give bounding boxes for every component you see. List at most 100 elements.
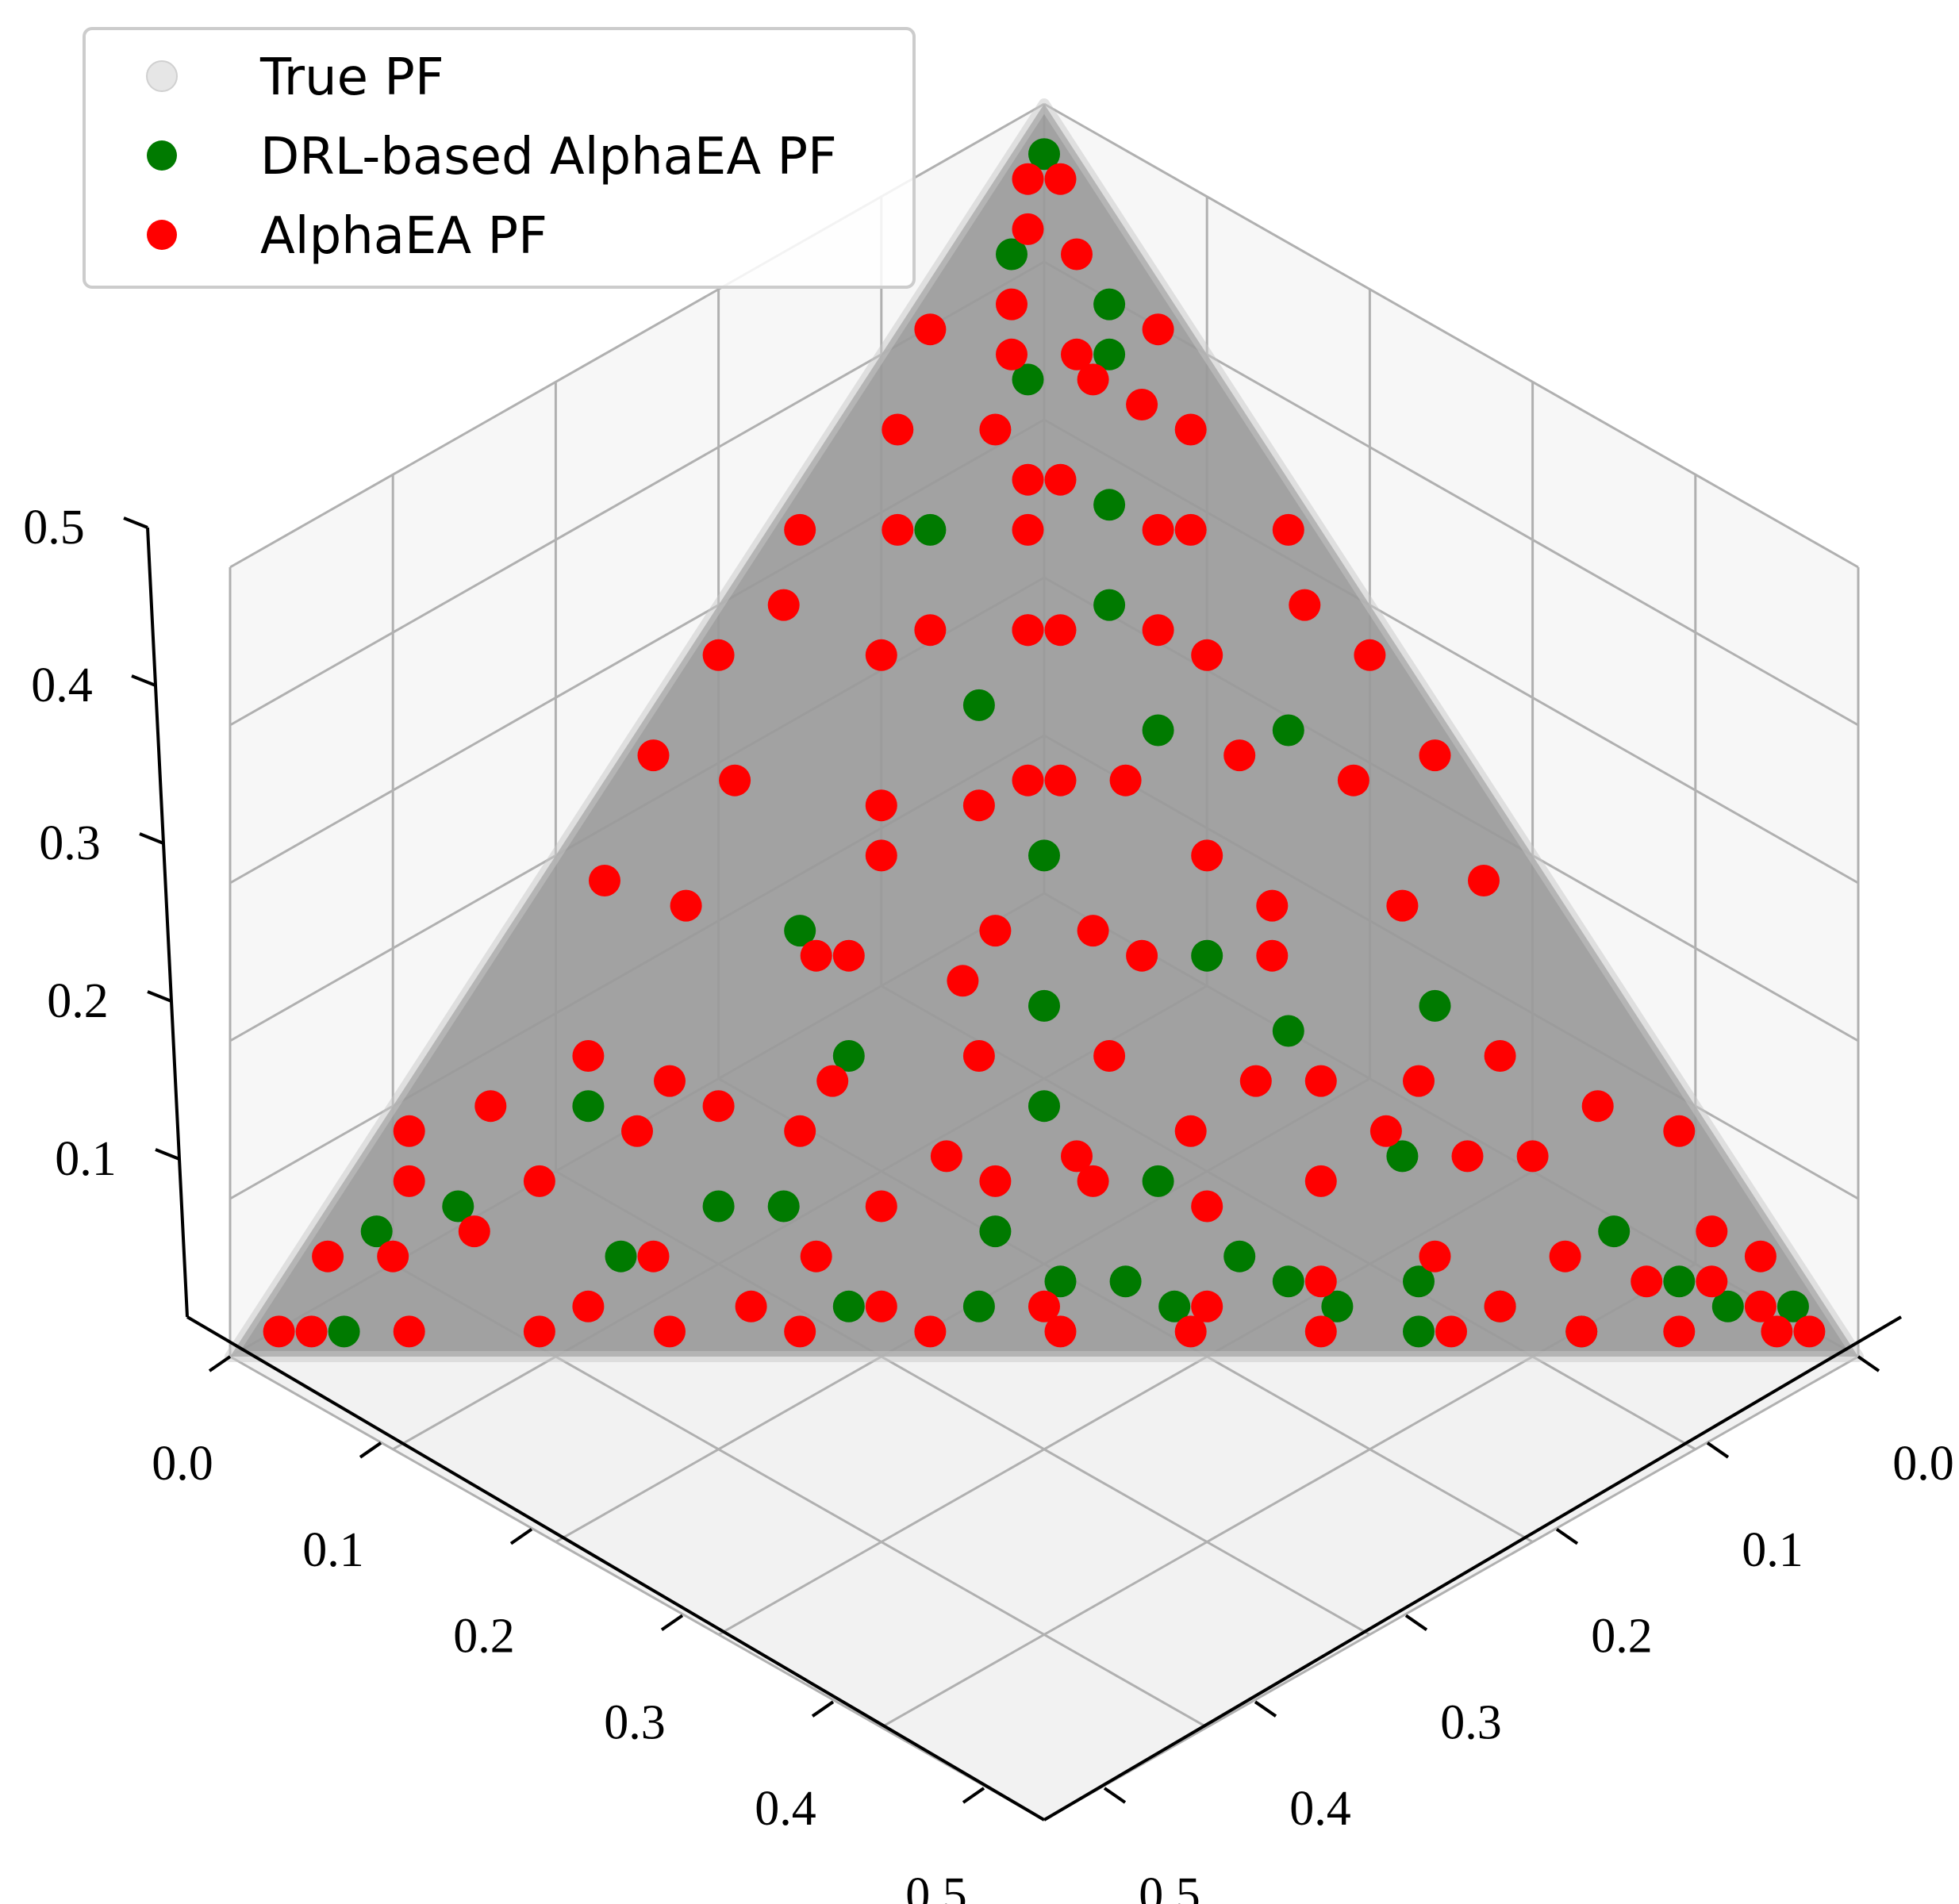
tick-marks: [123, 516, 1880, 1804]
alphaea-point: [1468, 865, 1500, 896]
alphaea-point: [914, 313, 947, 346]
alphaea-point: [572, 1040, 605, 1072]
alphaea-point: [1191, 1290, 1223, 1322]
alphaea-point: [474, 1090, 507, 1123]
alphaea-point: [1142, 313, 1174, 346]
drl-alphaea-point: [784, 915, 816, 947]
alphaea-point: [832, 939, 865, 972]
drl-alphaea-point: [1093, 288, 1126, 321]
alphaea-point: [865, 639, 897, 671]
drl-alphaea-point: [1142, 714, 1174, 747]
alphaea-point: [979, 1165, 1012, 1197]
alphaea-point: [1109, 764, 1142, 797]
drl-alphaea-point: [1028, 989, 1060, 1022]
z-tick: [155, 1148, 180, 1161]
alphaea-point: [1337, 764, 1369, 797]
y-tick: [1706, 1441, 1730, 1459]
drl-alphaea-point: [1598, 1215, 1631, 1248]
alphaea-point: [882, 413, 914, 446]
alphaea-point: [1191, 839, 1223, 872]
alphaea-point: [458, 1215, 490, 1248]
drl-alphaea-point: [1777, 1290, 1809, 1322]
alphaea-point: [1126, 389, 1158, 420]
alphaea-point: [784, 1115, 816, 1147]
x-tick: [509, 1527, 533, 1545]
z-tick-label: 0.4: [31, 658, 93, 712]
legend-entry-true-pf: True PF: [146, 48, 444, 107]
alphaea-point: [1451, 1140, 1484, 1173]
drl-alphaea-point: [1158, 1290, 1191, 1322]
alphaea-point: [816, 1065, 849, 1097]
alphaea-point: [1256, 939, 1289, 972]
drl-alphaea-point: [1419, 989, 1451, 1022]
alphaea-point: [1174, 413, 1207, 446]
drl-alphaea-point: [1044, 1265, 1077, 1298]
alphaea-point: [1044, 764, 1077, 797]
alphaea-point: [1061, 338, 1093, 370]
legend-label-alphaea: AlphaEA PF: [260, 207, 547, 266]
alphaea-point: [1435, 1315, 1467, 1348]
drl-alphaea-point: [1403, 1315, 1435, 1348]
drl-alphaea-point: [962, 689, 995, 721]
alphaea-point: [670, 889, 702, 922]
alphaea-point: [865, 839, 897, 872]
legend-marker-alphaea: [147, 220, 177, 250]
alphaea-point: [930, 1140, 962, 1173]
x-tick-label: 0.3: [604, 1695, 666, 1749]
x-axis-line: [186, 1315, 1046, 1821]
alphaea-point: [979, 915, 1012, 947]
drl-alphaea-point: [328, 1315, 360, 1348]
alphaea-point: [1012, 513, 1044, 546]
x-tick-label: 0.4: [755, 1782, 816, 1836]
alphaea-point: [637, 739, 670, 772]
drl-alphaea-point: [1403, 1265, 1435, 1298]
drl-alphaea-point: [832, 1040, 865, 1072]
drl-alphaea-point: [572, 1090, 605, 1123]
drl-alphaea-point: [1093, 489, 1126, 521]
alphaea-point: [1044, 163, 1077, 195]
x-tick: [811, 1700, 835, 1718]
y-tick: [1555, 1527, 1579, 1545]
drl-alphaea-point: [1093, 338, 1126, 370]
alphaea-point: [719, 764, 751, 797]
alphaea-point: [1516, 1140, 1549, 1173]
drl-alphaea-point: [1321, 1290, 1354, 1322]
z-tick-label: 0.5: [23, 501, 85, 555]
x-tick: [660, 1614, 684, 1632]
legend-frame: [83, 27, 916, 289]
alphaea-point: [1304, 1265, 1337, 1298]
drl-alphaea-point: [1386, 1140, 1419, 1173]
alphaea-point: [865, 1190, 897, 1223]
alphaea-point: [523, 1165, 555, 1197]
alphaea-point: [1239, 1065, 1272, 1097]
alphaea-point: [1549, 1240, 1581, 1273]
y-tick-label: 0.4: [1289, 1782, 1351, 1836]
z-tick: [147, 990, 172, 1003]
drl-alphaea-point: [1012, 363, 1044, 396]
alphaea-point: [621, 1115, 653, 1147]
alphaea-point: [865, 789, 897, 822]
drl-alphaea-point: [1028, 839, 1060, 872]
alphaea-point: [1631, 1265, 1663, 1298]
alphaea-point: [735, 1290, 767, 1322]
alphaea-point: [1093, 1040, 1126, 1072]
alphaea-point: [1696, 1265, 1728, 1298]
alphaea-point: [996, 288, 1028, 321]
legend-entry-alphaea: AlphaEA PF: [147, 207, 547, 266]
alphaea-point: [702, 639, 735, 671]
x-tick: [359, 1441, 382, 1459]
alphaea-point: [637, 1240, 670, 1273]
drl-alphaea-point: [767, 1190, 800, 1223]
drl-alphaea-point: [1663, 1265, 1696, 1298]
legend-label-drl-alphaea: DRL-based AlphaEA PF: [260, 128, 837, 186]
alphaea-point: [1289, 589, 1321, 621]
alphaea-point: [784, 1315, 816, 1348]
alphaea-point: [1012, 163, 1044, 195]
alphaea-point: [589, 865, 620, 896]
alphaea-point: [295, 1315, 328, 1348]
legend-marker-true-pf: [146, 60, 178, 92]
alphaea-point: [1142, 614, 1174, 647]
alphaea-point: [1174, 513, 1207, 546]
